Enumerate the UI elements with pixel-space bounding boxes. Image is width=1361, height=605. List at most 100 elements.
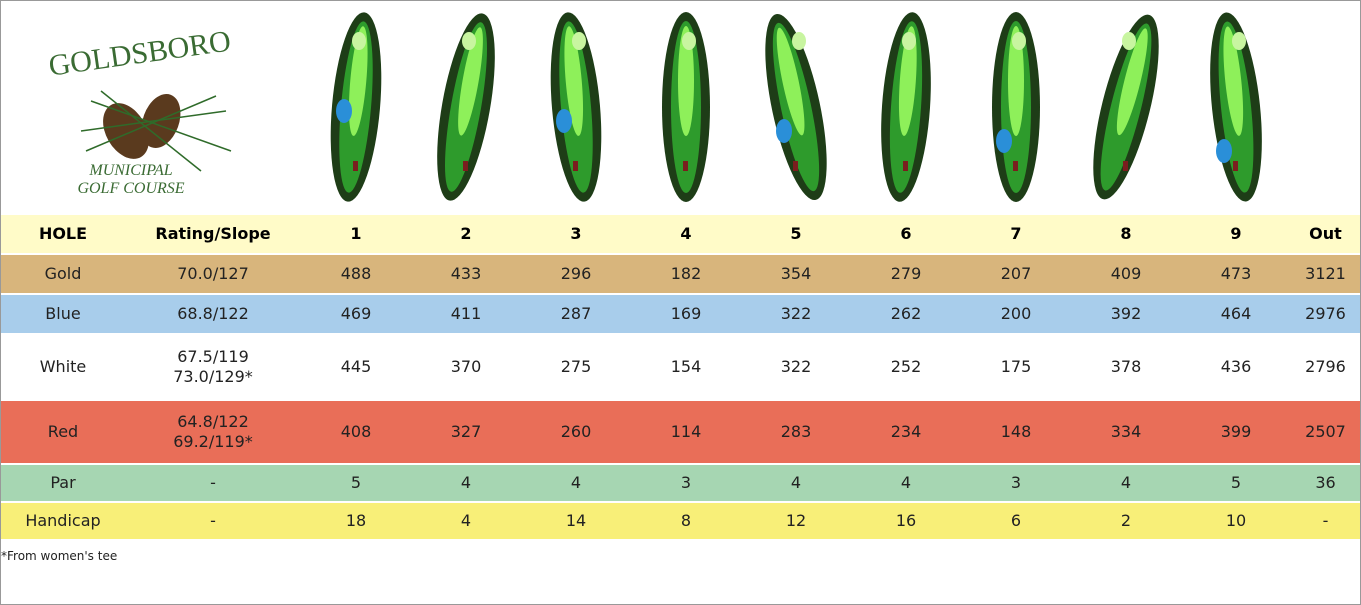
score-cell: 3 bbox=[631, 465, 741, 501]
header-cell: 2 bbox=[411, 215, 521, 253]
score-cell: 4 bbox=[741, 465, 851, 501]
hole-map-part bbox=[573, 161, 578, 171]
score-cell: 18 bbox=[301, 503, 411, 539]
hole-map-part bbox=[1232, 32, 1246, 50]
score-cell: 3121 bbox=[1291, 255, 1360, 293]
hole-map-part bbox=[996, 129, 1012, 153]
score-cell: 354 bbox=[741, 255, 851, 293]
hole-map-part bbox=[1233, 161, 1238, 171]
hole-map-part bbox=[793, 161, 798, 171]
hole-map-part bbox=[902, 32, 916, 50]
score-cell: Blue bbox=[1, 295, 125, 333]
score-cell: 154 bbox=[631, 335, 741, 399]
hole-map-part bbox=[463, 161, 468, 171]
hole-map-part bbox=[903, 161, 908, 171]
score-cell: 4 bbox=[521, 465, 631, 501]
score-cell: 296 bbox=[521, 255, 631, 293]
hole-map-part bbox=[1123, 161, 1128, 171]
header-cell: 7 bbox=[961, 215, 1071, 253]
score-cell: 327 bbox=[411, 401, 521, 463]
score-cell: 4 bbox=[1071, 465, 1181, 501]
header-cell: 5 bbox=[741, 215, 851, 253]
score-cell: Par bbox=[1, 465, 125, 501]
header-cell: 6 bbox=[851, 215, 961, 253]
hole-map-part bbox=[352, 32, 366, 50]
score-cell: 322 bbox=[741, 295, 851, 333]
score-cell: 408 bbox=[301, 401, 411, 463]
score-cell: 322 bbox=[741, 335, 851, 399]
hole-map-part bbox=[792, 32, 806, 50]
score-cell: 464 bbox=[1181, 295, 1291, 333]
score-cell: 6 bbox=[961, 503, 1071, 539]
header-cell: 3 bbox=[521, 215, 631, 253]
cell-line: 64.8/122 bbox=[125, 412, 301, 432]
header-cell: 9 bbox=[1181, 215, 1291, 253]
score-cell: 114 bbox=[631, 401, 741, 463]
logo-line2: GOLF COURSE bbox=[77, 180, 184, 197]
hole-map-part bbox=[1012, 32, 1026, 50]
score-cell: 12 bbox=[741, 503, 851, 539]
score-cell: 473 bbox=[1181, 255, 1291, 293]
score-cell: 169 bbox=[631, 295, 741, 333]
score-cell: 70.0/127 bbox=[125, 255, 301, 293]
score-cell: - bbox=[125, 503, 301, 539]
score-cell: 14 bbox=[521, 503, 631, 539]
score-row: Red64.8/12269.2/119*40832726011428323414… bbox=[1, 401, 1360, 463]
hole-map-part bbox=[1013, 161, 1018, 171]
hole-map-part bbox=[336, 99, 352, 123]
logo-line1: MUNICIPAL bbox=[88, 162, 172, 179]
score-row: Blue68.8/1224694112871693222622003924642… bbox=[1, 295, 1360, 333]
score-cell: 409 bbox=[1071, 255, 1181, 293]
score-cell: 5 bbox=[1181, 465, 1291, 501]
cell-line: 69.2/119* bbox=[125, 432, 301, 452]
hole-map-part bbox=[683, 161, 688, 171]
score-cell: 175 bbox=[961, 335, 1071, 399]
score-cell: White bbox=[1, 335, 125, 399]
score-cell: 234 bbox=[851, 401, 961, 463]
hole-map-part bbox=[462, 32, 476, 50]
score-cell: 8 bbox=[631, 503, 741, 539]
logo: GOLDSBORO MUNICIPAL GOLF COURSE bbox=[47, 24, 233, 197]
header-cell: Out bbox=[1291, 215, 1360, 253]
score-cell: 287 bbox=[521, 295, 631, 333]
header-cell: HOLE bbox=[1, 215, 125, 253]
hole-map-part bbox=[1216, 139, 1232, 163]
score-cell: 283 bbox=[741, 401, 851, 463]
score-cell: 16 bbox=[851, 503, 961, 539]
score-cell: 334 bbox=[1071, 401, 1181, 463]
logo-name: GOLDSBORO bbox=[47, 24, 233, 82]
cell-line: 67.5/119 bbox=[125, 347, 301, 367]
score-cell: 469 bbox=[301, 295, 411, 333]
score-cell: 10 bbox=[1181, 503, 1291, 539]
hole-map-part bbox=[572, 32, 586, 50]
hole-maps bbox=[324, 9, 1270, 205]
score-cell: 4 bbox=[411, 503, 521, 539]
score-cell: 262 bbox=[851, 295, 961, 333]
score-cell: 148 bbox=[961, 401, 1071, 463]
score-cell: 275 bbox=[521, 335, 631, 399]
score-cell: 200 bbox=[961, 295, 1071, 333]
score-cell: - bbox=[125, 465, 301, 501]
course-header: GOLDSBORO MUNICIPAL GOLF COURSE bbox=[1, 1, 1360, 213]
hole-map-part bbox=[776, 119, 792, 143]
score-cell: 436 bbox=[1181, 335, 1291, 399]
score-cell: 370 bbox=[411, 335, 521, 399]
score-cell: Handicap bbox=[1, 503, 125, 539]
footnote: *From women's tee bbox=[1, 549, 117, 563]
score-cell: 2 bbox=[1071, 503, 1181, 539]
score-row: White67.5/11973.0/129*445370275154322252… bbox=[1, 335, 1360, 399]
score-cell: 67.5/11973.0/129* bbox=[125, 335, 301, 399]
cell-line: 73.0/129* bbox=[125, 367, 301, 387]
score-cell: 378 bbox=[1071, 335, 1181, 399]
score-cell: 3 bbox=[961, 465, 1071, 501]
header-cell: 1 bbox=[301, 215, 411, 253]
score-cell: 445 bbox=[301, 335, 411, 399]
score-cell: 68.8/122 bbox=[125, 295, 301, 333]
score-cell: 2507 bbox=[1291, 401, 1360, 463]
score-cell: 4 bbox=[851, 465, 961, 501]
header-cell: 4 bbox=[631, 215, 741, 253]
